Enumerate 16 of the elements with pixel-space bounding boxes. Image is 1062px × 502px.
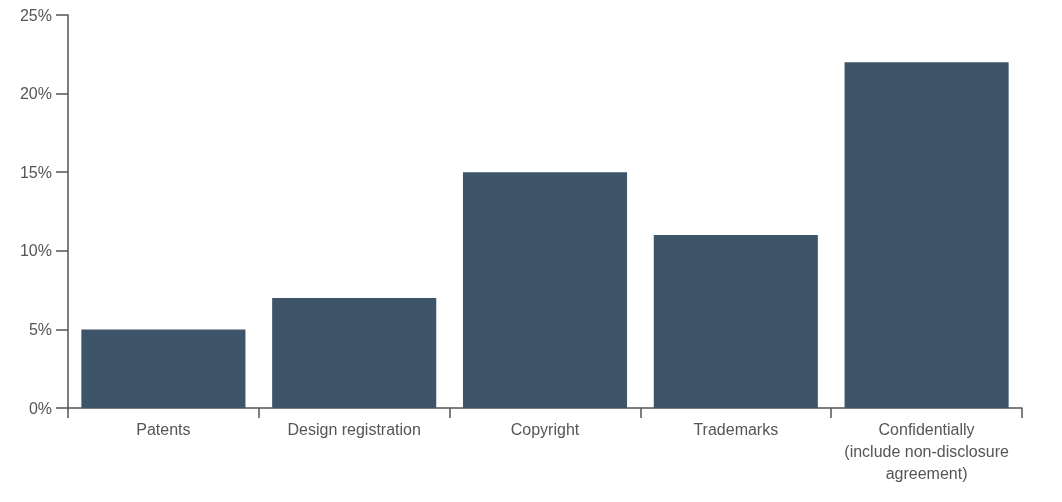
x-tick-label: Patents	[136, 420, 191, 438]
y-tick-label: 10%	[19, 242, 52, 260]
bar	[844, 62, 1009, 408]
bar	[272, 297, 437, 408]
x-tick-label: Confidentially (include non-disclosure agreement)	[844, 420, 1009, 482]
bar	[653, 235, 818, 408]
bar	[462, 172, 628, 408]
y-tick-label: 25%	[19, 6, 52, 24]
y-tick-label: 5%	[28, 320, 52, 338]
y-tick-label: 20%	[19, 85, 52, 103]
x-tick-label: Copyright	[510, 420, 580, 438]
y-tick-label: 0%	[28, 399, 52, 417]
y-tick-label: 15%	[19, 163, 52, 181]
x-tick-label: Trademarks	[693, 420, 779, 438]
x-tick-label: Design registration	[287, 420, 421, 438]
bar	[81, 329, 246, 408]
